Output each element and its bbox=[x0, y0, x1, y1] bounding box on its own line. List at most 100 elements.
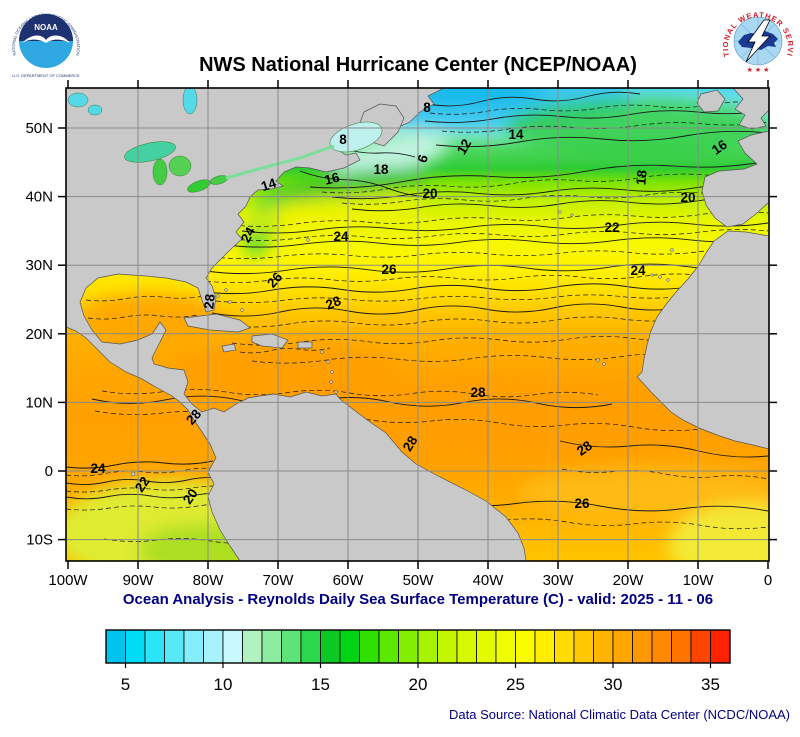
contour-line-dashed bbox=[341, 191, 769, 205]
contour-line-dashed bbox=[87, 314, 199, 320]
island-cuba bbox=[183, 313, 251, 333]
colorbar-segment bbox=[515, 629, 536, 664]
colorbar: 5 10 15 20 25 30 35 bbox=[105, 629, 731, 694]
colorbar-segment bbox=[495, 629, 516, 664]
lon-label: 80W bbox=[193, 572, 225, 589]
contour-label: 12 bbox=[454, 136, 475, 157]
colorbar-segment bbox=[105, 629, 126, 664]
contour-line bbox=[241, 221, 769, 234]
colorbar-segment bbox=[320, 629, 341, 664]
land-ireland bbox=[696, 89, 726, 113]
inland-waters bbox=[67, 88, 383, 193]
colorbar-segment bbox=[378, 629, 399, 664]
colorbar-segment bbox=[222, 629, 243, 664]
colorbar-segment bbox=[300, 629, 321, 664]
lon-label: 0 bbox=[764, 572, 772, 589]
colorbar-segment bbox=[651, 629, 672, 664]
small-islands bbox=[130, 210, 674, 477]
contour-label: 22 bbox=[604, 220, 619, 235]
colorbar-segment bbox=[203, 629, 224, 664]
map-caption: Ocean Analysis - Reynolds Daily Sea Surf… bbox=[122, 591, 714, 608]
noaa-logo-sky bbox=[19, 14, 73, 41]
colorbar-tick-label: 5 bbox=[121, 675, 130, 694]
contour-line bbox=[225, 237, 769, 248]
colorbar-segment bbox=[554, 629, 575, 664]
colorbar-segment bbox=[164, 629, 185, 664]
contour-label: 26 bbox=[574, 496, 590, 511]
contour-line bbox=[351, 196, 769, 212]
lon-label: 50W bbox=[403, 572, 435, 589]
lon-label: 30W bbox=[543, 572, 575, 589]
lat-label: 20N bbox=[25, 326, 53, 343]
colorbar-segment bbox=[398, 629, 419, 664]
lat-label: 50N bbox=[25, 120, 53, 137]
contour-line bbox=[331, 183, 769, 200]
contour-line bbox=[66, 477, 229, 485]
lat-label: 30N bbox=[25, 257, 53, 274]
colorbar-segment bbox=[144, 629, 165, 664]
colorbar-segment bbox=[476, 629, 497, 664]
page-title: NWS National Hurricane Center (NCEP/NOAA… bbox=[199, 54, 637, 76]
colorbar-tick-label: 10 bbox=[214, 675, 233, 694]
contour-line bbox=[559, 440, 769, 458]
colorbar-segment bbox=[417, 629, 438, 664]
colorbar-segment bbox=[183, 629, 204, 664]
contour-label: 20 bbox=[180, 486, 201, 507]
lat-label: 0 bbox=[45, 463, 53, 480]
contour-label: 20 bbox=[680, 190, 695, 205]
island-jamaica bbox=[221, 343, 237, 353]
lake-huron bbox=[168, 155, 192, 177]
contour-label: 16 bbox=[323, 169, 342, 187]
colorbar-tick-label: 35 bbox=[701, 675, 720, 694]
contour-line-dashed bbox=[66, 485, 235, 493]
colorbar-segment bbox=[593, 629, 614, 664]
contour-label: 14 bbox=[259, 175, 278, 194]
noaa-abbr: NOAA bbox=[34, 23, 58, 32]
island-puerto-rico bbox=[297, 341, 313, 349]
lake-superior bbox=[124, 141, 176, 163]
axis-ticks bbox=[58, 80, 777, 569]
contour-line bbox=[435, 130, 769, 148]
lon-label: 100W bbox=[48, 572, 88, 589]
st-lawrence-river bbox=[225, 144, 335, 180]
contour-label: 26 bbox=[381, 262, 397, 277]
contour-label: 28 bbox=[400, 433, 421, 454]
colorbar-segment bbox=[359, 629, 380, 664]
colorbar-tick-label: 30 bbox=[604, 675, 623, 694]
colorbar-segment bbox=[534, 629, 555, 664]
contour-line-dashed bbox=[239, 347, 331, 354]
contour-label: 18 bbox=[633, 169, 650, 186]
contour-line-dashed bbox=[205, 273, 769, 284]
contour-label: 28 bbox=[470, 385, 486, 400]
colorbar-segment bbox=[125, 629, 146, 664]
contour-label: 18 bbox=[373, 162, 389, 177]
map-border bbox=[65, 87, 770, 562]
lake-michigan bbox=[152, 158, 168, 186]
gulf-of-st-lawrence bbox=[329, 121, 383, 153]
colorbar-segment bbox=[437, 629, 458, 664]
contour-line bbox=[199, 281, 769, 295]
contour-label: 8 bbox=[423, 100, 431, 115]
contour-line-dashed bbox=[211, 249, 769, 259]
lon-label: 20W bbox=[613, 572, 645, 589]
nws-stars: ★ ★ ★ bbox=[747, 66, 770, 74]
hudson-bay bbox=[67, 92, 89, 108]
contour-label: 24 bbox=[630, 263, 646, 278]
colorbar-tick-label: 20 bbox=[409, 675, 428, 694]
contour-line-dashed bbox=[561, 468, 769, 480]
nws-logo: NATIONAL WEATHER SERVICE ★ ★ ★ bbox=[718, 2, 794, 75]
land-france-iberia bbox=[701, 130, 769, 228]
contour-line bbox=[66, 460, 214, 469]
colorbar-segment bbox=[671, 629, 692, 664]
contour-line-dashed bbox=[231, 229, 769, 241]
nws-lightning-icon bbox=[745, 19, 771, 63]
land-north-and-south-america bbox=[66, 88, 527, 561]
lat-label: 10S bbox=[26, 532, 53, 549]
land bbox=[66, 88, 769, 561]
lon-label: 60W bbox=[333, 572, 365, 589]
land-africa bbox=[636, 230, 769, 450]
lat-label: 10N bbox=[25, 394, 53, 411]
contour-label: 24 bbox=[238, 224, 259, 245]
